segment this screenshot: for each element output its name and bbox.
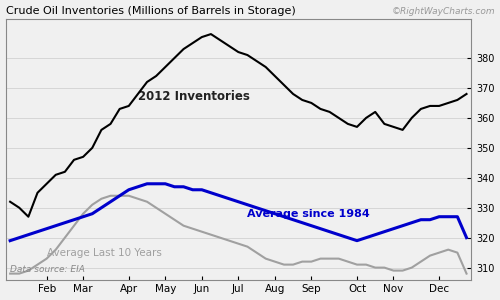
Text: Average since 1984: Average since 1984 xyxy=(248,209,370,219)
Text: Average Last 10 Years: Average Last 10 Years xyxy=(46,248,162,258)
Text: Data source: EIA: Data source: EIA xyxy=(10,266,85,274)
Text: 2012 Inventories: 2012 Inventories xyxy=(138,90,250,103)
Text: Crude Oil Inventories (Millions of Barrels in Storage): Crude Oil Inventories (Millions of Barre… xyxy=(6,6,296,16)
Text: ©RightWayCharts.com: ©RightWayCharts.com xyxy=(392,8,495,16)
